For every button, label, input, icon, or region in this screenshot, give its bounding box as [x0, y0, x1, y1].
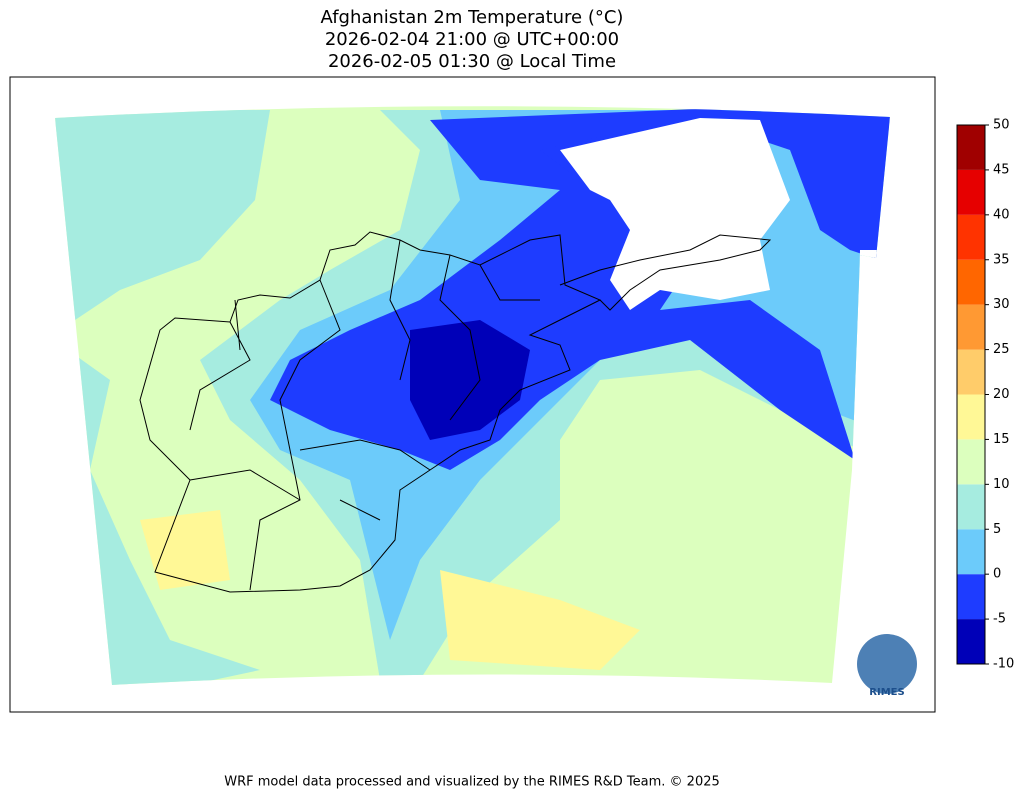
logo — [857, 634, 917, 694]
colorbar-tick-label: 30 — [993, 297, 1010, 312]
colorbar-bin — [957, 439, 985, 485]
colorbar-bin — [957, 214, 985, 260]
title-line: Afghanistan 2m Temperature (°C) — [321, 7, 624, 28]
colorbar-bin — [957, 304, 985, 350]
colorbar-bin — [957, 574, 985, 620]
map: RIMES — [9, 76, 936, 713]
colorbar-bin — [957, 484, 985, 530]
colorbar-bin — [957, 529, 985, 575]
colorbar-bin — [957, 619, 985, 664]
colorbar-tick-label: 25 — [993, 342, 1010, 357]
colorbar-tick-label: 50 — [993, 118, 1010, 133]
colorbar: -10 -5 0 5 10 15 20 25 30 35 40 45 50 — [957, 118, 1014, 672]
field — [55, 110, 270, 330]
colorbar-tick-label: 5 — [993, 522, 1001, 537]
colorbar-tick-label: 0 — [993, 567, 1001, 582]
colorbar-bin — [957, 259, 985, 305]
colorbar-tick-label: 40 — [993, 207, 1010, 222]
no-data — [855, 250, 890, 470]
title-line: 2026-02-04 21:00 @ UTC+00:00 — [325, 29, 619, 50]
footer: WRF model data processed and visualized … — [224, 775, 720, 790]
colorbar-bin — [957, 394, 985, 440]
colorbar-tick-label: 35 — [993, 252, 1010, 267]
colorbar-tick-label: 15 — [993, 432, 1010, 447]
colorbar-bin — [957, 349, 985, 395]
colorbar-bin — [957, 169, 985, 215]
colorbar-tick-label: -10 — [993, 657, 1014, 672]
colorbar-tick-label: -5 — [993, 612, 1006, 627]
field — [440, 570, 640, 670]
colorbar-tick-label: 10 — [993, 477, 1010, 492]
colorbar-tick-label: 20 — [993, 387, 1010, 402]
colorbar-bin — [957, 125, 985, 170]
colorbar-frame — [956, 124, 986, 665]
logo-label: RIMES — [869, 687, 904, 698]
title-line: 2026-02-05 01:30 @ Local Time — [328, 51, 616, 72]
field — [140, 510, 230, 590]
map-frame — [9, 76, 936, 713]
colorbar-tick-label: 45 — [993, 162, 1010, 177]
no-data — [560, 118, 790, 310]
